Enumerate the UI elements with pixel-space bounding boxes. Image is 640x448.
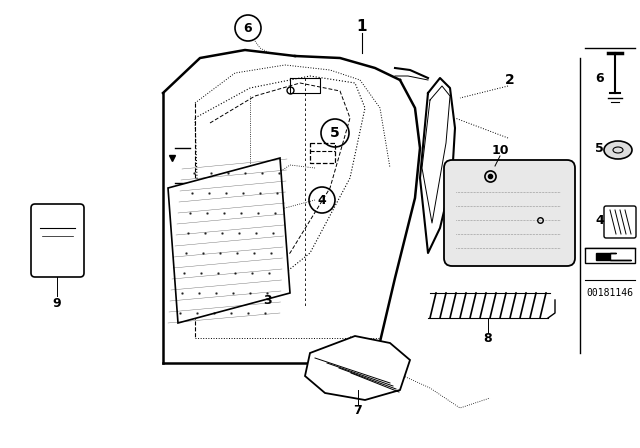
Polygon shape <box>585 248 635 263</box>
Text: 9: 9 <box>52 297 61 310</box>
Text: 2: 2 <box>505 73 515 87</box>
Text: 5: 5 <box>595 142 604 155</box>
Text: 10: 10 <box>492 143 509 156</box>
Polygon shape <box>305 336 410 400</box>
FancyBboxPatch shape <box>604 206 636 238</box>
Text: 8: 8 <box>484 332 492 345</box>
Text: 00181146: 00181146 <box>586 288 634 298</box>
Text: 6: 6 <box>244 22 252 34</box>
Polygon shape <box>596 253 631 260</box>
Text: 5: 5 <box>330 126 340 140</box>
Polygon shape <box>168 158 290 323</box>
FancyBboxPatch shape <box>444 160 575 266</box>
Text: 7: 7 <box>354 404 362 417</box>
Text: 3: 3 <box>264 293 272 306</box>
Text: 4: 4 <box>317 194 326 207</box>
Ellipse shape <box>604 141 632 159</box>
Text: 4: 4 <box>595 214 604 227</box>
Text: 1: 1 <box>356 18 367 34</box>
Text: 6: 6 <box>595 72 604 85</box>
FancyBboxPatch shape <box>31 204 84 277</box>
